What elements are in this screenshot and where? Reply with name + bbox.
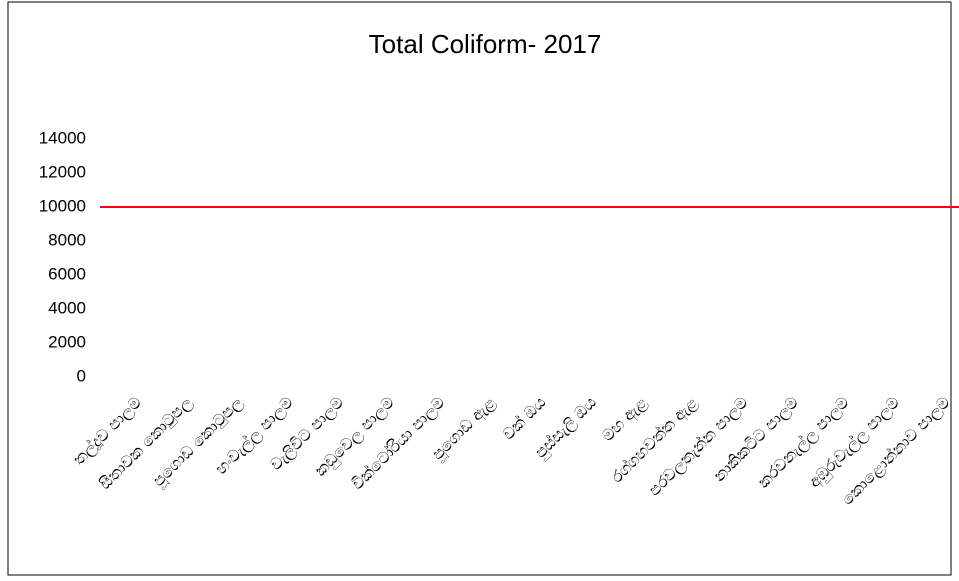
y-tick-label: 2000: [48, 332, 86, 351]
y-tick-label: 10000: [39, 196, 86, 215]
y-tick-label: 8000: [48, 230, 86, 249]
chart-title: Total Coliform- 2017: [369, 29, 602, 59]
chart-frame: [7, 1, 952, 576]
y-tick-label: 4000: [48, 298, 86, 317]
y-tick-label: 0: [77, 366, 86, 385]
y-tick-label: 14000: [39, 128, 86, 147]
y-tick-label: 12000: [39, 162, 86, 181]
y-tick-label: 6000: [48, 264, 86, 283]
